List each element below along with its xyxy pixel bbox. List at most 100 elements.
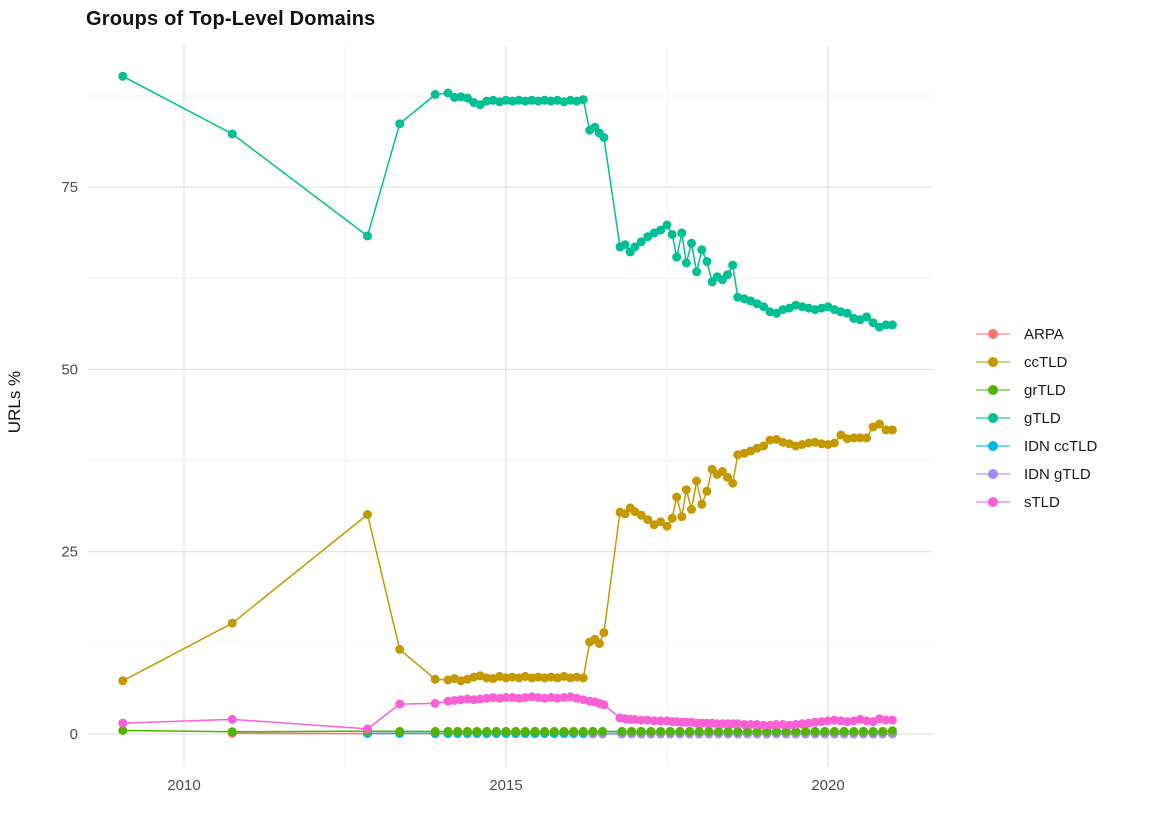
data-point-stld bbox=[395, 699, 405, 709]
legend-key-icon bbox=[976, 410, 1010, 426]
data-point-gtld bbox=[599, 133, 609, 142]
data-point-cctld bbox=[662, 521, 672, 531]
data-point-grtld bbox=[810, 726, 820, 736]
data-point-stld bbox=[739, 720, 749, 729]
data-point-grtld bbox=[675, 726, 685, 736]
data-point-grtld bbox=[501, 726, 511, 736]
data-point-grtld bbox=[636, 726, 646, 736]
data-point-grtld bbox=[627, 726, 637, 736]
data-point-grtld bbox=[714, 726, 723, 736]
data-point-stld bbox=[881, 715, 891, 725]
legend-key-icon bbox=[976, 354, 1010, 370]
y-tick-label: 75 bbox=[61, 179, 78, 196]
data-point-grtld bbox=[443, 726, 453, 736]
data-point-stld bbox=[456, 695, 466, 705]
data-point-gtld bbox=[842, 308, 852, 318]
data-point-cctld bbox=[643, 515, 653, 525]
data-point-cctld bbox=[687, 504, 696, 514]
data-point-stld bbox=[862, 716, 872, 726]
data-point-stld bbox=[797, 719, 807, 729]
y-axis-title: URLs % bbox=[5, 370, 24, 434]
data-point-stld bbox=[733, 719, 743, 729]
data-point-grtld bbox=[801, 726, 810, 736]
data-point-grtld bbox=[430, 726, 440, 736]
data-point-grtld bbox=[520, 726, 530, 736]
data-point-stld bbox=[778, 720, 788, 729]
data-point-stld bbox=[430, 698, 440, 708]
data-point-gtld bbox=[578, 95, 588, 105]
data-point-stld bbox=[842, 717, 852, 727]
data-point-gtld bbox=[656, 225, 666, 235]
data-point-grtld bbox=[540, 726, 550, 736]
data-point-grtld bbox=[530, 726, 540, 736]
data-point-cctld bbox=[881, 425, 891, 435]
data-point-grtld bbox=[656, 726, 666, 736]
data-point-gtld bbox=[723, 270, 732, 280]
data-point-stld bbox=[656, 716, 666, 726]
data-point-cctld bbox=[875, 419, 884, 429]
legend-item-stld: sTLD bbox=[976, 488, 1097, 516]
data-point-cctld bbox=[692, 476, 702, 486]
data-point-cctld bbox=[672, 492, 682, 502]
data-point-grtld bbox=[569, 726, 579, 736]
data-point-cctld bbox=[395, 644, 405, 654]
data-point-cctld bbox=[363, 510, 372, 519]
data-point-gtld bbox=[687, 238, 696, 248]
legend-key-icon bbox=[976, 382, 1010, 398]
legend-label: gTLD bbox=[1024, 409, 1061, 427]
data-point-grtld bbox=[694, 726, 704, 736]
legend-key-icon bbox=[976, 326, 1010, 342]
data-point-gtld bbox=[443, 88, 453, 98]
data-point-cctld bbox=[677, 512, 687, 522]
legend-key-dot bbox=[988, 469, 998, 479]
data-point-grtld bbox=[227, 727, 237, 737]
legend-label: IDN ccTLD bbox=[1024, 437, 1098, 455]
data-point-stld bbox=[443, 696, 453, 706]
data-point-grtld bbox=[549, 726, 559, 736]
data-point-cctld bbox=[620, 509, 630, 519]
data-point-cctld bbox=[702, 486, 712, 496]
data-point-cctld bbox=[681, 485, 691, 495]
legend: ARPA ccTLD grTLD gTLD IDN ccTLD IDN gTLD sTLD bbox=[976, 320, 1097, 516]
data-point-grtld bbox=[118, 725, 128, 735]
data-point-grtld bbox=[598, 726, 608, 736]
data-point-cctld bbox=[765, 435, 775, 445]
data-point-gtld bbox=[395, 119, 405, 129]
data-point-gtld bbox=[677, 228, 687, 238]
legend-label: ccTLD bbox=[1024, 353, 1068, 371]
legend-item-arpa: ARPA bbox=[976, 320, 1097, 348]
data-point-stld bbox=[118, 718, 128, 728]
data-point-grtld bbox=[849, 726, 859, 736]
data-point-gtld bbox=[881, 320, 891, 330]
data-point-stld bbox=[746, 720, 756, 729]
data-point-gtld bbox=[728, 260, 738, 270]
data-point-grtld bbox=[685, 726, 694, 736]
data-point-gtld bbox=[430, 90, 440, 99]
legend-key-icon bbox=[976, 466, 1010, 482]
data-point-grtld bbox=[559, 726, 569, 736]
data-point-gtld bbox=[702, 257, 712, 266]
data-point-grtld bbox=[482, 726, 492, 736]
data-point-gtld bbox=[759, 302, 769, 312]
data-point-grtld bbox=[472, 726, 482, 736]
legend-item-idn-gtld: IDN gTLD bbox=[976, 460, 1097, 488]
x-tick-label: 2010 bbox=[167, 777, 200, 794]
series-line-gtld bbox=[122, 75, 893, 328]
data-point-cctld bbox=[829, 438, 839, 448]
data-point-stld bbox=[765, 720, 775, 730]
data-point-stld bbox=[501, 693, 511, 702]
data-point-gtld bbox=[462, 93, 472, 103]
data-point-gtld bbox=[630, 242, 640, 252]
data-point-grtld bbox=[395, 726, 405, 736]
legend-key-dot bbox=[988, 497, 998, 507]
legend-label: sTLD bbox=[1024, 493, 1060, 511]
data-point-grtld bbox=[743, 726, 752, 736]
data-point-gtld bbox=[662, 220, 672, 230]
data-point-grtld bbox=[646, 726, 656, 736]
data-point-cctld bbox=[723, 472, 732, 482]
data-point-cctld bbox=[728, 478, 738, 488]
data-point-gtld bbox=[636, 237, 646, 247]
data-point-grtld bbox=[453, 726, 463, 736]
